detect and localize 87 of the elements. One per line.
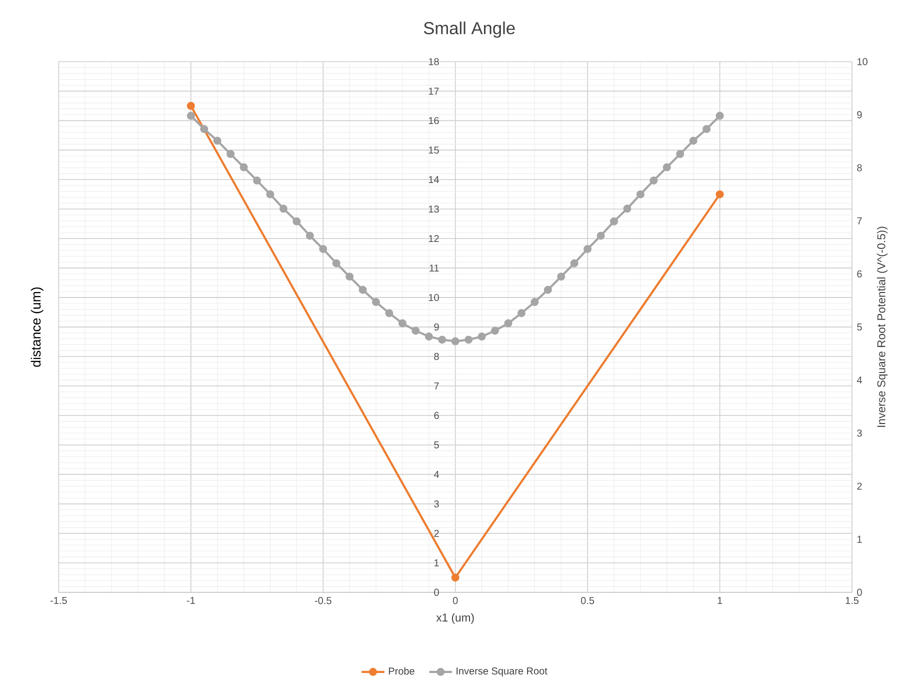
point xyxy=(200,125,208,134)
x-tick-label: -1.5 xyxy=(50,597,67,604)
y-tick-label: 10 xyxy=(428,294,439,302)
point xyxy=(478,332,486,341)
y-tick-label: 18 xyxy=(428,58,439,66)
legend-label: Probe xyxy=(388,667,414,675)
point xyxy=(636,190,644,198)
y2-tick-label: 2 xyxy=(857,482,862,490)
point xyxy=(372,298,380,306)
point xyxy=(623,204,632,213)
y-tick-label: 7 xyxy=(434,382,439,390)
x-tick-label: -1 xyxy=(186,597,195,604)
point xyxy=(570,259,578,268)
x-tick-label: 1 xyxy=(718,597,722,604)
point xyxy=(266,190,274,198)
point xyxy=(662,163,671,172)
y2-tick-label: 7 xyxy=(857,217,862,224)
x-tick-label: 1.5 xyxy=(846,597,859,604)
point xyxy=(424,332,433,341)
y2-tick-label: 9 xyxy=(857,111,862,118)
point xyxy=(504,319,512,328)
point xyxy=(385,309,394,318)
point xyxy=(451,574,460,582)
point xyxy=(226,150,235,158)
y-tick-label: 11 xyxy=(430,264,439,272)
point xyxy=(213,136,222,145)
point xyxy=(398,319,406,328)
point xyxy=(610,217,618,226)
y2-tick-label: 1 xyxy=(857,536,862,543)
point xyxy=(451,337,460,346)
y-tick-label: 0 xyxy=(434,588,439,596)
point xyxy=(253,176,262,185)
point xyxy=(596,232,605,240)
point xyxy=(491,326,500,335)
y2-axis-title: Inverse Square Root Potential (V^(-0.5)) xyxy=(876,226,888,427)
y2-tick-label: 5 xyxy=(857,323,862,330)
point xyxy=(650,176,658,185)
point xyxy=(544,286,552,294)
point xyxy=(412,326,420,335)
y-tick-label: 9 xyxy=(434,323,439,331)
y-tick-label: 2 xyxy=(434,530,439,537)
point xyxy=(716,190,724,198)
point xyxy=(702,125,711,134)
point xyxy=(319,244,328,253)
point xyxy=(676,150,684,158)
y-tick-label: 1 xyxy=(434,559,439,566)
point xyxy=(332,259,340,268)
point xyxy=(346,272,354,281)
y-tick-label: 8 xyxy=(434,352,439,360)
point xyxy=(517,309,526,318)
y-axis-title: distance (um) xyxy=(30,287,44,367)
y-tick-label: 5 xyxy=(434,441,439,448)
point xyxy=(358,286,367,294)
point xyxy=(240,163,248,172)
legend-label: Inverse Square Root xyxy=(456,667,548,676)
point xyxy=(438,336,446,344)
y-tick-label: 14 xyxy=(428,176,439,184)
point xyxy=(689,136,698,145)
y2-tick-label: 6 xyxy=(857,270,862,278)
y2-tick-label: 0 xyxy=(857,588,862,596)
point xyxy=(292,217,301,226)
y-tick-label: 3 xyxy=(434,500,439,508)
y-tick-label: 4 xyxy=(434,470,439,478)
y-tick-label: 16 xyxy=(428,117,439,124)
point xyxy=(716,112,724,120)
y-tick-label: 6 xyxy=(434,412,439,419)
point xyxy=(464,336,473,344)
y2-tick-label: 3 xyxy=(857,430,862,437)
x-axis-title: x1 (um) xyxy=(436,613,474,624)
chart-title: Small Angle xyxy=(424,22,515,38)
y-tick-label: 17 xyxy=(428,88,439,95)
y2-tick-label: 10 xyxy=(857,58,868,66)
point xyxy=(530,298,539,306)
x-tick-label: -0.5 xyxy=(314,597,332,604)
point xyxy=(306,232,314,240)
point xyxy=(279,204,288,213)
y-tick-label: 13 xyxy=(428,206,439,213)
y-tick-label: 15 xyxy=(428,146,439,154)
point xyxy=(186,102,195,110)
y2-tick-label: 8 xyxy=(857,164,862,172)
point xyxy=(584,244,592,253)
point xyxy=(186,112,195,120)
point xyxy=(557,272,566,281)
x-tick-label: 0.5 xyxy=(581,597,594,604)
y-tick-label: 12 xyxy=(428,235,439,242)
x-tick-label: 0 xyxy=(452,597,458,604)
y2-tick-label: 4 xyxy=(856,376,862,384)
